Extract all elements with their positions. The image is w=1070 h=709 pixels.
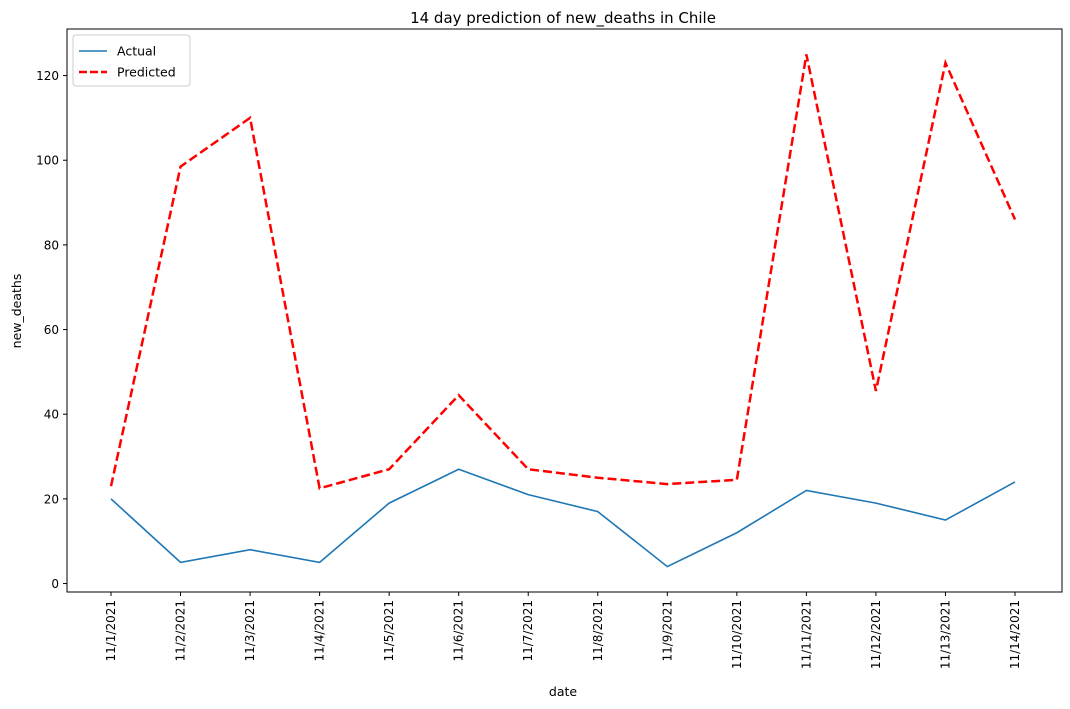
- x-axis-label: date: [549, 684, 577, 699]
- x-tick-label: 11/3/2021: [243, 600, 257, 662]
- legend: Actual Predicted: [72, 34, 191, 87]
- plot-area: [66, 28, 1063, 593]
- y-tick-label: 120: [36, 69, 59, 83]
- chart-title: 14 day prediction of new_deaths in Chile: [410, 9, 716, 28]
- x-tick-label: 11/14/2021: [1008, 600, 1022, 669]
- x-tick-label: 11/2/2021: [174, 600, 188, 662]
- x-tick-label: 11/9/2021: [660, 600, 674, 662]
- x-tick-label: 11/13/2021: [938, 600, 952, 669]
- plot-frame: [66, 28, 1063, 593]
- y-axis: 0 20 40 60 80 100 120: [36, 69, 67, 591]
- x-tick-label: 11/1/2021: [104, 600, 118, 662]
- x-tick-label: 11/12/2021: [869, 600, 883, 669]
- x-axis: 11/1/2021 11/2/2021 11/3/2021 11/4/2021 11/5…: [104, 592, 1022, 669]
- y-tick-label: 0: [51, 577, 59, 591]
- legend-label-predicted: Predicted: [117, 65, 176, 80]
- x-tick-label: 11/10/2021: [730, 600, 744, 669]
- x-tick-label: 11/6/2021: [452, 600, 466, 662]
- y-tick-label: 20: [44, 492, 59, 506]
- x-tick-label: 11/11/2021: [799, 600, 813, 669]
- y-axis-label: new_deaths: [9, 274, 24, 349]
- y-tick-label: 80: [44, 238, 59, 252]
- x-tick-label: 11/4/2021: [313, 600, 327, 662]
- y-tick-label: 100: [36, 154, 59, 168]
- series-line-actual: [110, 468, 1016, 568]
- y-tick-label: 60: [44, 323, 59, 337]
- x-tick-label: 11/7/2021: [521, 600, 535, 662]
- x-tick-label: 11/5/2021: [382, 600, 396, 662]
- series-line-predicted: [109, 54, 1017, 490]
- legend-label-actual: Actual: [117, 44, 156, 59]
- y-tick-label: 40: [44, 408, 59, 422]
- x-tick-label: 11/8/2021: [591, 600, 605, 662]
- series-layer: [109, 54, 1017, 568]
